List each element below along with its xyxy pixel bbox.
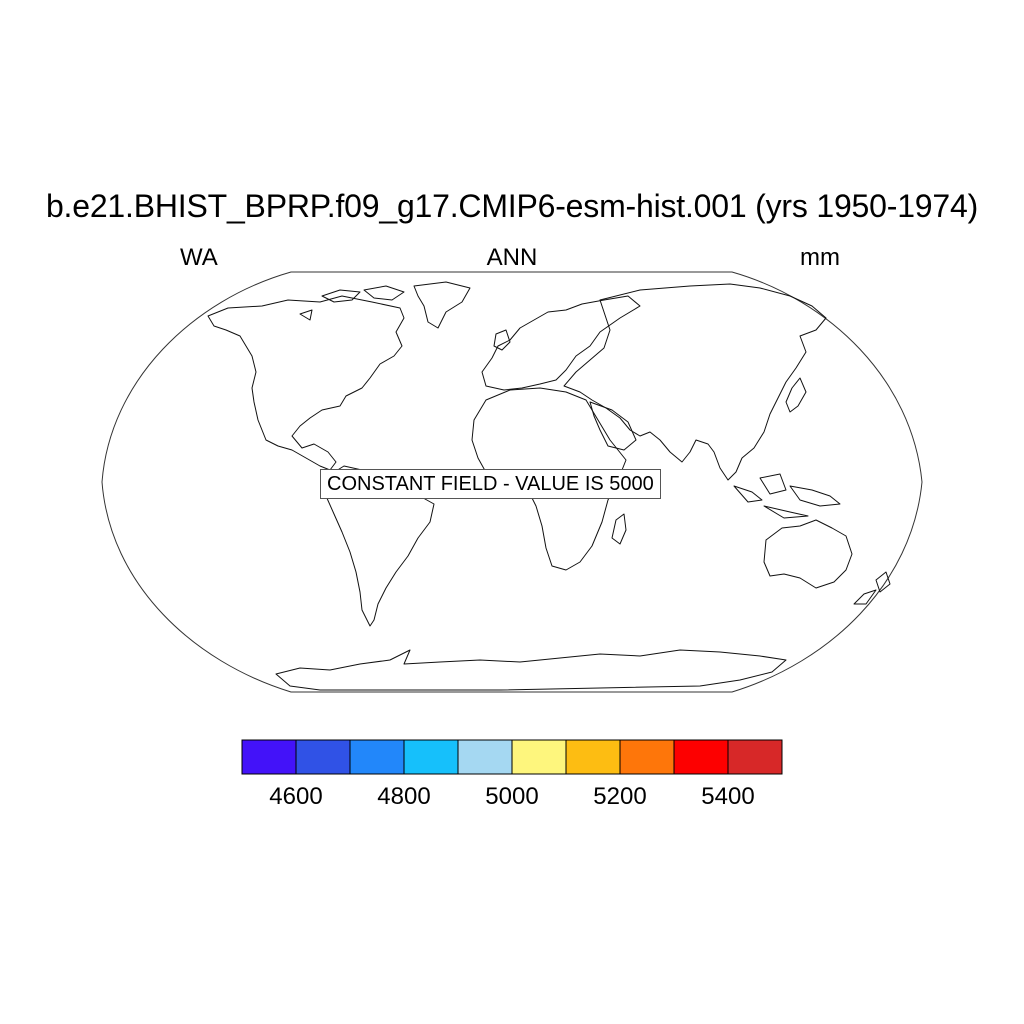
coast-europe [481,295,641,391]
colorbar-swatch [565,739,621,775]
season-label: ANN [486,244,538,271]
coast-arctic-islands [299,285,405,321]
colorbar-swatch [241,739,297,775]
coast-southeast-asia-islands [733,473,841,519]
coast-new-zealand [853,571,891,605]
colorbar-swatch [673,739,729,775]
colorbar-swatch [295,739,351,775]
coast-asia [563,283,827,481]
coast-japan [785,377,807,413]
coast-arabia [589,401,637,451]
colorbar-tick-label: 5000 [485,783,538,810]
colorbar-swatch [349,739,405,775]
coast-north-america [207,295,405,471]
coast-british-isles [493,329,511,351]
variable-label: WA [180,244,218,271]
coast-madagascar [611,513,627,545]
coast-australia [763,519,853,589]
colorbar-swatch [727,739,783,775]
units-label: mm [800,244,840,271]
colorbar-tick-label: 5400 [701,783,754,810]
constant-field-annotation: CONSTANT FIELD - VALUE IS 5000 [320,469,661,499]
coast-antarctica [275,649,787,691]
plot-title: b.e21.BHIST_BPRP.f09_g17.CMIP6-esm-hist.… [45,188,979,224]
colorbar-tick-label: 4800 [377,783,430,810]
colorbar-tick-label: 4600 [269,783,322,810]
colorbar-tick-label: 5200 [593,783,646,810]
colorbar-swatch [403,739,459,775]
colorbar-swatch [511,739,567,775]
coast-greenland [413,281,471,329]
colorbar-swatch [619,739,675,775]
colorbar-swatch [457,739,513,775]
